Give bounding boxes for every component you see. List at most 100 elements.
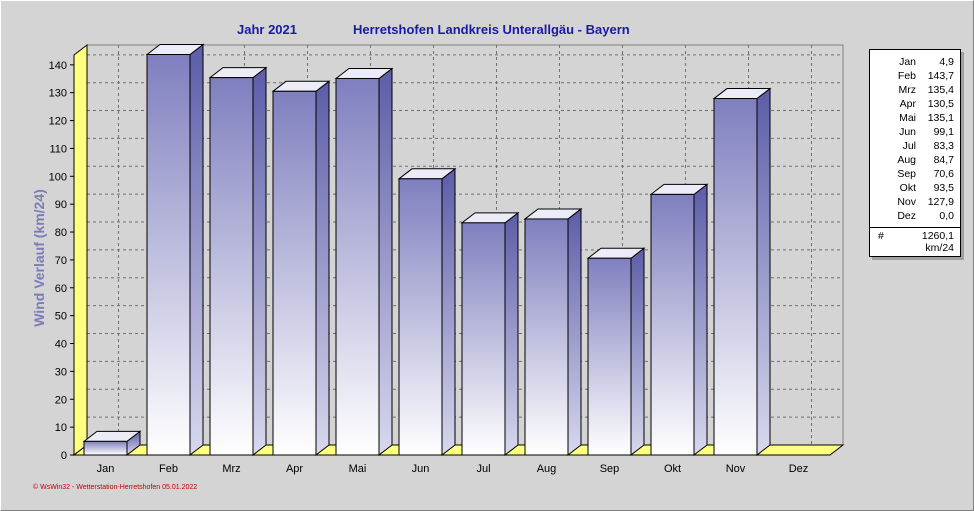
legend-value: 83,3	[933, 140, 954, 152]
bar-feb	[145, 43, 205, 457]
x-tick-label: Apr	[286, 463, 303, 475]
bar-mrz	[208, 66, 268, 457]
bar-front	[524, 218, 569, 456]
legend-month: Jan	[899, 56, 916, 68]
bar-jun	[397, 167, 457, 457]
x-tick-label: Okt	[664, 463, 681, 475]
bar-jul	[460, 211, 520, 457]
legend-value: 0,0	[939, 210, 954, 222]
y-tick-label: 120	[49, 116, 67, 128]
bar-front	[650, 193, 695, 456]
x-tick-label: Nov	[726, 463, 746, 475]
y-tick-label: 20	[55, 394, 67, 406]
bar-mai	[334, 67, 394, 457]
y-tick-label: 0	[61, 450, 67, 462]
x-tick-label: Jul	[476, 463, 490, 475]
x-tick-label: Feb	[159, 463, 178, 475]
legend-row-aug: Aug 84,7	[870, 153, 960, 167]
legend-month: Nov	[897, 196, 916, 208]
bar-jan	[82, 430, 142, 457]
legend-value: 4,9	[939, 56, 954, 68]
x-tick-label: Sep	[600, 463, 620, 475]
legend-row-okt: Okt 93,5	[870, 181, 960, 195]
bar-side	[252, 66, 267, 457]
x-tick-label: Jun	[412, 463, 430, 475]
legend-row-jun: Jun 99,1	[870, 125, 960, 139]
left-wall-face	[73, 43, 88, 457]
bar-okt	[649, 183, 709, 457]
legend-month: Mai	[899, 112, 916, 124]
chart-title-year: Jahr 2021	[237, 22, 297, 37]
legend-row-mrz: Mrz 135,4	[870, 83, 960, 97]
y-tick-labels: 0 10 20 30 40 50 60 70 80 90 100 110 120 130 140	[49, 60, 74, 462]
bar-side	[441, 167, 456, 457]
x-tick-label: Dez	[789, 463, 809, 475]
y-tick-label: 40	[55, 339, 67, 351]
bar-side	[630, 247, 645, 457]
legend-row-jan: Jan 4,9	[870, 55, 960, 69]
legend-row-nov: Nov 127,9	[870, 195, 960, 209]
y-tick-label: 10	[55, 422, 67, 434]
legend-row-sep: Sep 70,6	[870, 167, 960, 181]
bar-front	[83, 440, 128, 456]
bar-front	[713, 98, 758, 456]
legend-month: Feb	[897, 70, 916, 82]
x-tick-label: Mai	[349, 463, 367, 475]
legend-value: 135,4	[927, 84, 954, 96]
y-tick-label: 80	[55, 227, 67, 239]
legend-month: Jun	[899, 126, 916, 138]
legend-row-dez: Dez 0,0	[870, 209, 960, 223]
bar-side	[315, 80, 330, 457]
legend-row-feb: Feb 143,7	[870, 69, 960, 83]
axes-group	[73, 55, 830, 456]
y-tick-label: 110	[49, 143, 67, 155]
legend-month: Dez	[897, 210, 916, 222]
bar-side	[378, 67, 393, 457]
legend-value: 143,7	[927, 70, 954, 82]
bar-side	[504, 211, 519, 457]
legend-row-jul: Jul 83,3	[870, 139, 960, 153]
legend-value: 84,7	[933, 154, 954, 166]
legend-value: 70,6	[933, 168, 954, 180]
legend-total-unit: km/24	[925, 242, 954, 254]
legend-row-mai: Mai 135,1	[870, 111, 960, 125]
x-tick-label: Aug	[537, 463, 557, 475]
bar-side	[756, 87, 771, 457]
legend-total-symbol: #	[878, 230, 884, 242]
legend-divider	[870, 227, 960, 228]
bar-side	[189, 43, 204, 457]
legend-month: Jul	[902, 140, 916, 152]
bar-front	[209, 77, 254, 456]
legend-month: Aug	[897, 154, 916, 166]
y-tick-label: 60	[55, 283, 67, 295]
x-tick-labels: Jan Feb Mrz Apr Mai Jun Jul Aug Sep Okt Nov Dez	[97, 463, 809, 475]
bar-front	[146, 54, 191, 456]
y-axis-label: Wind Verlauf (km/24)	[31, 189, 47, 327]
bar-apr	[271, 80, 331, 457]
bar-front	[398, 178, 443, 456]
legend-value: 93,5	[933, 182, 954, 194]
x-tick-label: Jan	[97, 463, 115, 475]
legend-value: 135,1	[927, 112, 954, 124]
bar-front	[587, 257, 632, 456]
y-tick-label: 70	[55, 255, 67, 267]
bar-front	[272, 90, 317, 456]
y-tick-label: 50	[55, 311, 67, 323]
plot-left-wall	[73, 43, 88, 457]
legend-value: 127,9	[927, 196, 954, 208]
legend-month: Sep	[897, 168, 916, 180]
x-tick-label: Mrz	[222, 463, 240, 475]
legend-value: 130,5	[927, 98, 954, 110]
bar-side	[693, 183, 708, 457]
y-tick-label: 90	[55, 199, 67, 211]
bar-nov	[712, 87, 772, 457]
legend-row-apr: Apr 130,5	[870, 97, 960, 111]
bar-front	[335, 77, 380, 456]
bars-group	[82, 43, 772, 457]
y-tick-label: 130	[49, 88, 67, 100]
bar-front	[461, 222, 506, 456]
value-legend: Jan 4,9 Feb 143,7 Mrz 135,4 Apr 130,5 Mai 135,1 Ju…	[869, 49, 961, 257]
legend-month: Apr	[899, 98, 916, 110]
y-tick-label: 140	[49, 60, 67, 72]
